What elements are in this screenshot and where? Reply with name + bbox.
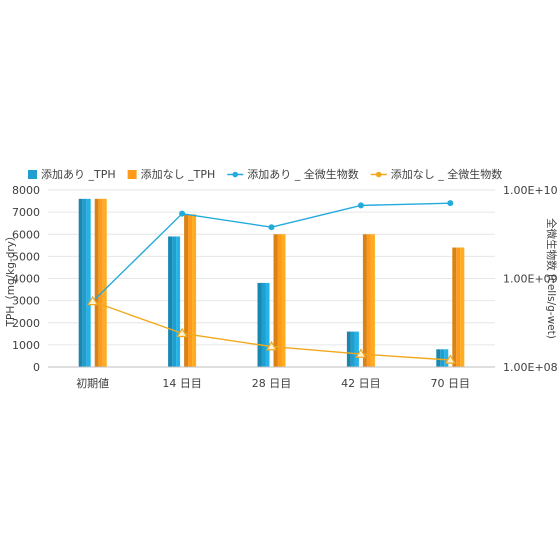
line-point [357,202,364,209]
line-point [447,200,454,207]
legend-label: 添加あり _TPH [41,167,116,181]
y-right-tick-label: 1.00E+10 [503,184,558,197]
x-tick-label: 70 日目 [431,377,471,390]
legend-label: 添加あり _ 全微生物数 [247,167,359,181]
x-tick-label: 42 日目 [341,377,381,390]
bar-shade [184,214,189,367]
bar-shade [257,282,262,367]
bar [436,349,449,367]
bar [94,198,107,367]
line-point [444,354,456,364]
bar-shade [94,198,99,367]
series-line [92,300,451,361]
bar-highlight [444,349,449,367]
line-point [179,210,186,217]
y-left-tick-label: 8000 [12,184,40,197]
legend-label: 添加なし _ 全微生物数 [391,167,503,181]
bar [273,234,286,367]
bar [257,282,270,367]
bar-body [440,349,445,367]
bar-shade [168,236,173,367]
bar-shade [78,198,83,367]
y-right-tick-label: 1.00E+09 [503,273,558,286]
bar-highlight [370,234,375,367]
bar-body [98,198,103,367]
x-tick-label: 28 日目 [252,377,292,390]
y-left-tick-label: 7000 [12,206,40,219]
line-series [87,200,456,364]
y-right-tick-label: 1.00E+08 [503,361,558,374]
bar-body [188,214,193,367]
bar-shade [346,331,351,367]
legend-swatch [28,170,37,179]
chart-legend: 添加あり _TPH 添加なし _TPH 添加あり _ 全微生物数 添加なし _ 全微生… [28,167,502,181]
y-left-tick-label: 2000 [12,317,40,330]
y-left-tick-label: 5000 [12,250,40,263]
bar-body [350,331,355,367]
bar-shade [273,234,278,367]
bar-body [172,236,177,367]
bar-body [366,234,371,367]
bar-highlight [281,234,286,367]
series-line [92,202,451,302]
x-axis: 初期値 14 日目 28 日目 42 日目 70 日目 [48,366,495,390]
legend-marker [375,171,382,178]
y-axis-left-title: TPH（mg/kg-dry） [5,231,17,328]
bar [78,198,91,367]
bar-body [277,234,282,367]
bar-series [78,198,465,367]
line-point [355,348,367,358]
bar [346,331,359,367]
y-left-tick-label: 1000 [12,339,40,352]
bar-body [456,247,461,367]
y-axis-right-title: 全微生物数 (cells/g-wet) [545,218,558,339]
bar-highlight [192,214,197,367]
x-tick-label: 初期値 [76,376,109,390]
bar [168,236,181,367]
y-axis-left: 0 1000 2000 3000 4000 5000 6000 7000 8000 [12,184,40,374]
bar-highlight [265,282,270,367]
bar-highlight [460,247,465,367]
line-point [176,327,188,338]
bar-highlight [354,331,359,367]
gridlines [48,189,495,368]
bar-highlight [102,198,107,367]
bar-shade [452,247,457,367]
line-point [268,224,275,231]
bar-body [261,282,266,367]
line-point [87,295,99,306]
y-left-tick-label: 0 [33,361,40,374]
legend-label: 添加なし _TPH [141,167,216,181]
bar [362,234,375,367]
y-left-tick-label: 3000 [12,295,40,308]
bar-body [82,198,87,367]
y-left-tick-label: 4000 [12,273,40,286]
legend-marker [232,171,239,178]
y-left-tick-label: 6000 [12,228,40,241]
bar-highlight [86,198,91,367]
y-axis-right: 1.00E+08 1.00E+09 1.00E+10 [503,184,558,374]
bar [184,214,197,367]
bar [452,247,465,367]
bar-shade [362,234,367,367]
legend-swatch [127,170,137,179]
bar-shade [436,349,441,367]
x-tick-label: 14 日目 [162,377,202,390]
bar-highlight [176,236,181,367]
line-point [265,340,278,351]
